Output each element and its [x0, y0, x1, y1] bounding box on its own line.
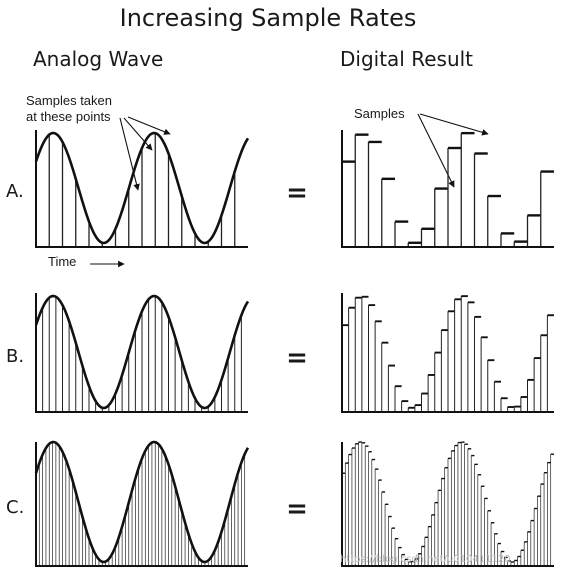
row-2: B. = — [6, 293, 554, 413]
analog-wave-curve — [34, 131, 250, 245]
time-label: Time — [48, 254, 76, 269]
digital-panel — [341, 130, 554, 248]
equals-sign: = — [286, 494, 308, 524]
row-3: C. = — [6, 440, 554, 567]
analog-axes — [35, 293, 248, 413]
page-title: Increasing Sample Rates — [120, 4, 417, 32]
equals-sign: = — [286, 343, 308, 373]
analog-panel — [34, 130, 250, 248]
equals-sign: = — [286, 178, 308, 208]
analog-wave-curve — [34, 294, 250, 410]
analog-axes — [35, 130, 248, 248]
digital-axes — [341, 130, 554, 248]
analog-panel — [34, 293, 250, 413]
panels: A. = B. = C. = — [6, 130, 554, 567]
digital-axes — [341, 442, 554, 567]
annotation-arrow — [123, 117, 153, 151]
analog-axes — [35, 442, 248, 567]
analog-panel — [34, 440, 250, 567]
row-label: A. — [6, 181, 24, 202]
analog-wave-curve — [34, 440, 250, 564]
samples-label: Samples — [354, 106, 405, 121]
watermark: https://blog.csdn.net/u010411120 — [340, 554, 511, 565]
digital-panel — [341, 441, 554, 567]
row-label: C. — [6, 497, 24, 518]
samples-taken-label-line2: at these points — [26, 109, 111, 124]
annotation-arrow — [419, 113, 489, 136]
analog-column-title: Analog Wave — [33, 47, 163, 71]
digital-axes — [341, 293, 554, 413]
samples-taken-label-line1: Samples taken — [26, 93, 112, 108]
digital-panel — [341, 293, 554, 413]
annotation-arrow — [127, 116, 171, 135]
annotation-arrow — [119, 117, 140, 191]
row-1: A. = — [6, 130, 554, 248]
row-label: B. — [6, 346, 24, 367]
digital-column-title: Digital Result — [340, 47, 473, 71]
